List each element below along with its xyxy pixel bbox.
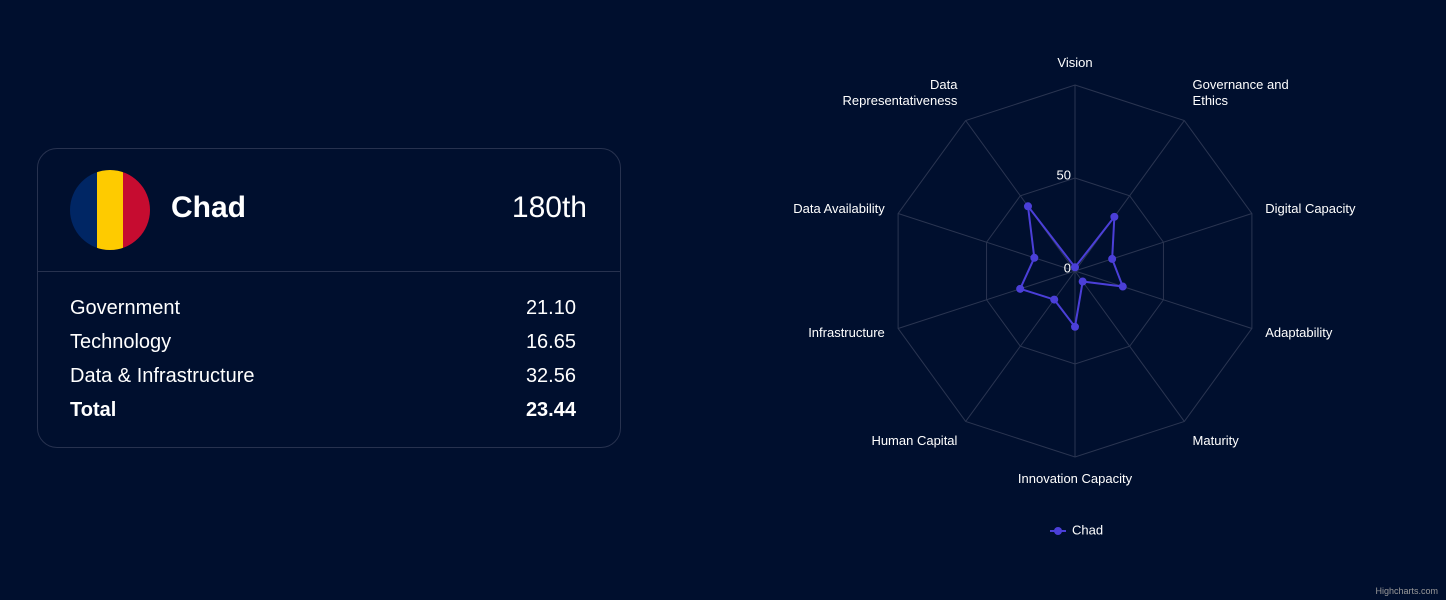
rank: 180th	[511, 191, 587, 224]
data-point	[1050, 295, 1059, 304]
axis-label: Maturity	[1192, 432, 1239, 448]
axis-line	[1074, 270, 1185, 422]
data-point	[1030, 253, 1039, 262]
score-label: Government	[70, 297, 181, 319]
total-row: Total 23.44	[70, 399, 576, 422]
data-point	[1078, 277, 1087, 286]
axis-label: Innovation Capacity	[1017, 471, 1133, 486]
axis-line	[965, 270, 1076, 422]
data-point	[1108, 254, 1117, 263]
data-point	[1071, 263, 1079, 272]
score-row: Technology 16.65	[70, 331, 576, 354]
legend-label: Chad	[1072, 522, 1103, 537]
score-label: Technology	[70, 331, 172, 353]
score-value: 32.56	[525, 365, 576, 387]
credit: Highcharts.com	[1375, 586, 1438, 596]
country-name: Chad	[171, 191, 246, 224]
legend-item[interactable]: Chad	[1050, 522, 1103, 537]
data-point	[1023, 202, 1032, 211]
axis-label: Human Capital	[871, 432, 958, 448]
axis-label: Infrastructure	[808, 324, 885, 340]
axis-line	[965, 120, 1076, 272]
y-tick-label: 50	[1057, 167, 1071, 182]
axis-label: Data Representativeness	[842, 77, 958, 109]
axis-line	[1074, 270, 1253, 329]
score-label: Data & Infrastructure	[70, 365, 255, 387]
axis-label: Governance and Ethics	[1192, 77, 1289, 109]
data-point	[1016, 284, 1025, 293]
country-card: Chad 180th Government 21.10 Technology 16.6…	[37, 148, 621, 448]
y-tick-label: 0	[1064, 260, 1071, 275]
divider	[38, 271, 620, 272]
axis-label: Digital Capacity	[1265, 201, 1356, 217]
score-value: 21.10	[525, 297, 576, 319]
axis-label: Data Availability	[793, 201, 885, 217]
axis-line	[1074, 213, 1253, 272]
data-point	[1071, 322, 1079, 331]
axis-line	[897, 213, 1076, 272]
data-point	[1110, 212, 1119, 221]
score-row: Government 21.10	[70, 297, 576, 320]
data-point	[1118, 282, 1127, 291]
total-label: Total	[70, 399, 117, 421]
axis-label: Adaptability	[1265, 324, 1333, 340]
score-row: Data & Infrastructure 32.56	[70, 365, 576, 388]
axis-line	[897, 270, 1076, 329]
legend-marker	[1054, 527, 1062, 535]
total-value: 23.44	[525, 399, 576, 421]
score-value: 16.65	[525, 331, 576, 353]
axis-line	[1074, 120, 1185, 272]
axis-label: Vision	[1057, 55, 1093, 70]
